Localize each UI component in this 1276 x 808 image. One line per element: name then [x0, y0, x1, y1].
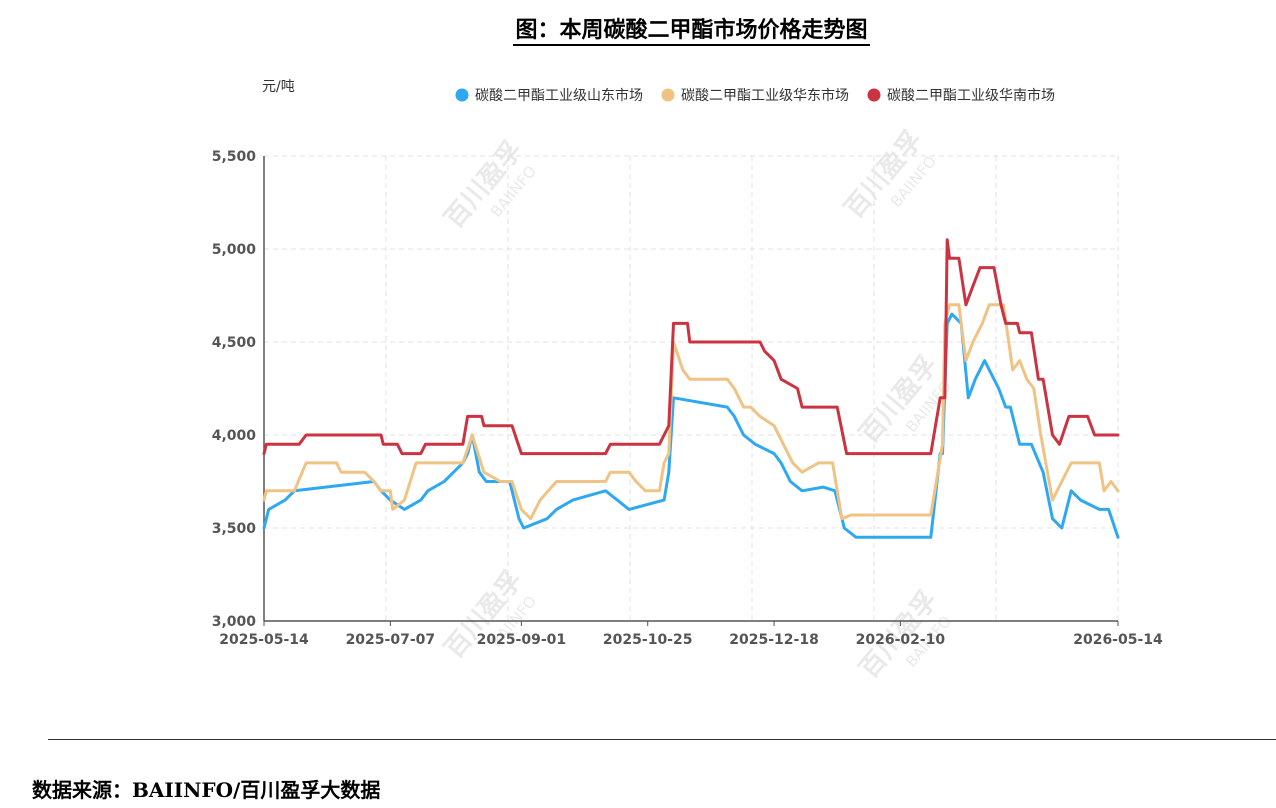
- legend-item-2[interactable]: 碳酸二甲酯工业级华东市场: [661, 87, 850, 104]
- legend-label: 碳酸二甲酯工业级华东市场: [681, 87, 849, 104]
- y-tick-label: 4,000: [212, 428, 257, 444]
- legend-marker: [661, 88, 675, 102]
- legend-label: 碳酸二甲酯工业级华南市场: [887, 87, 1055, 104]
- y-tick-label: 3,500: [212, 521, 257, 537]
- title-text: 图：本周碳酸二甲酯市场价格走势图: [513, 17, 870, 46]
- legend: 碳酸二甲酯工业级山东市场 碳酸二甲酯工业级华东市场 碳酸二甲酯工业级华南市场: [455, 87, 1056, 104]
- x-tick-labels: 2025-05-14 2025-07-07 2025-09-01 2025-10-25…: [219, 621, 1163, 648]
- legend-item-1[interactable]: 碳酸二甲酯工业级山东市场: [455, 87, 644, 104]
- legend-marker: [867, 88, 881, 102]
- y-axis-label: 元/吨: [262, 79, 295, 95]
- x-tick-label: 2025-05-14: [219, 632, 309, 648]
- divider: [48, 739, 1276, 740]
- page-title: 图：本周碳酸二甲酯市场价格走势图: [0, 12, 1276, 46]
- y-tick-label: 5,000: [212, 242, 257, 258]
- x-tick-label: 2026-02-10: [856, 632, 946, 648]
- x-tick-label: 2025-10-25: [603, 632, 693, 648]
- data-source-note: 数据来源：BAIINFO/百川盈孚大数据: [32, 778, 381, 802]
- y-tick-labels: 3,000 3,500 4,000 4,500 5,000 5,500: [212, 149, 257, 630]
- y-tick-label: 5,500: [212, 149, 257, 165]
- x-tick-label: 2025-07-07: [346, 632, 436, 648]
- x-tick-label: 2026-05-14: [1073, 632, 1163, 648]
- y-tick-label: 3,000: [212, 614, 257, 630]
- series-line-2: [262, 303, 1120, 521]
- x-tick-label: 2025-09-01: [477, 632, 567, 648]
- y-tick-label: 4,500: [212, 335, 257, 351]
- legend-item-3[interactable]: 碳酸二甲酯工业级华南市场: [867, 87, 1056, 104]
- axes: [263, 156, 1118, 622]
- legend-label: 碳酸二甲酯工业级山东市场: [475, 87, 643, 104]
- series-line-3: [262, 238, 1120, 456]
- grid-lines: [264, 155, 1119, 621]
- series-line-1: [262, 312, 1120, 539]
- legend-marker: [455, 88, 469, 102]
- series-layer: [262, 238, 1120, 539]
- x-tick-label: 2025-12-18: [729, 632, 819, 648]
